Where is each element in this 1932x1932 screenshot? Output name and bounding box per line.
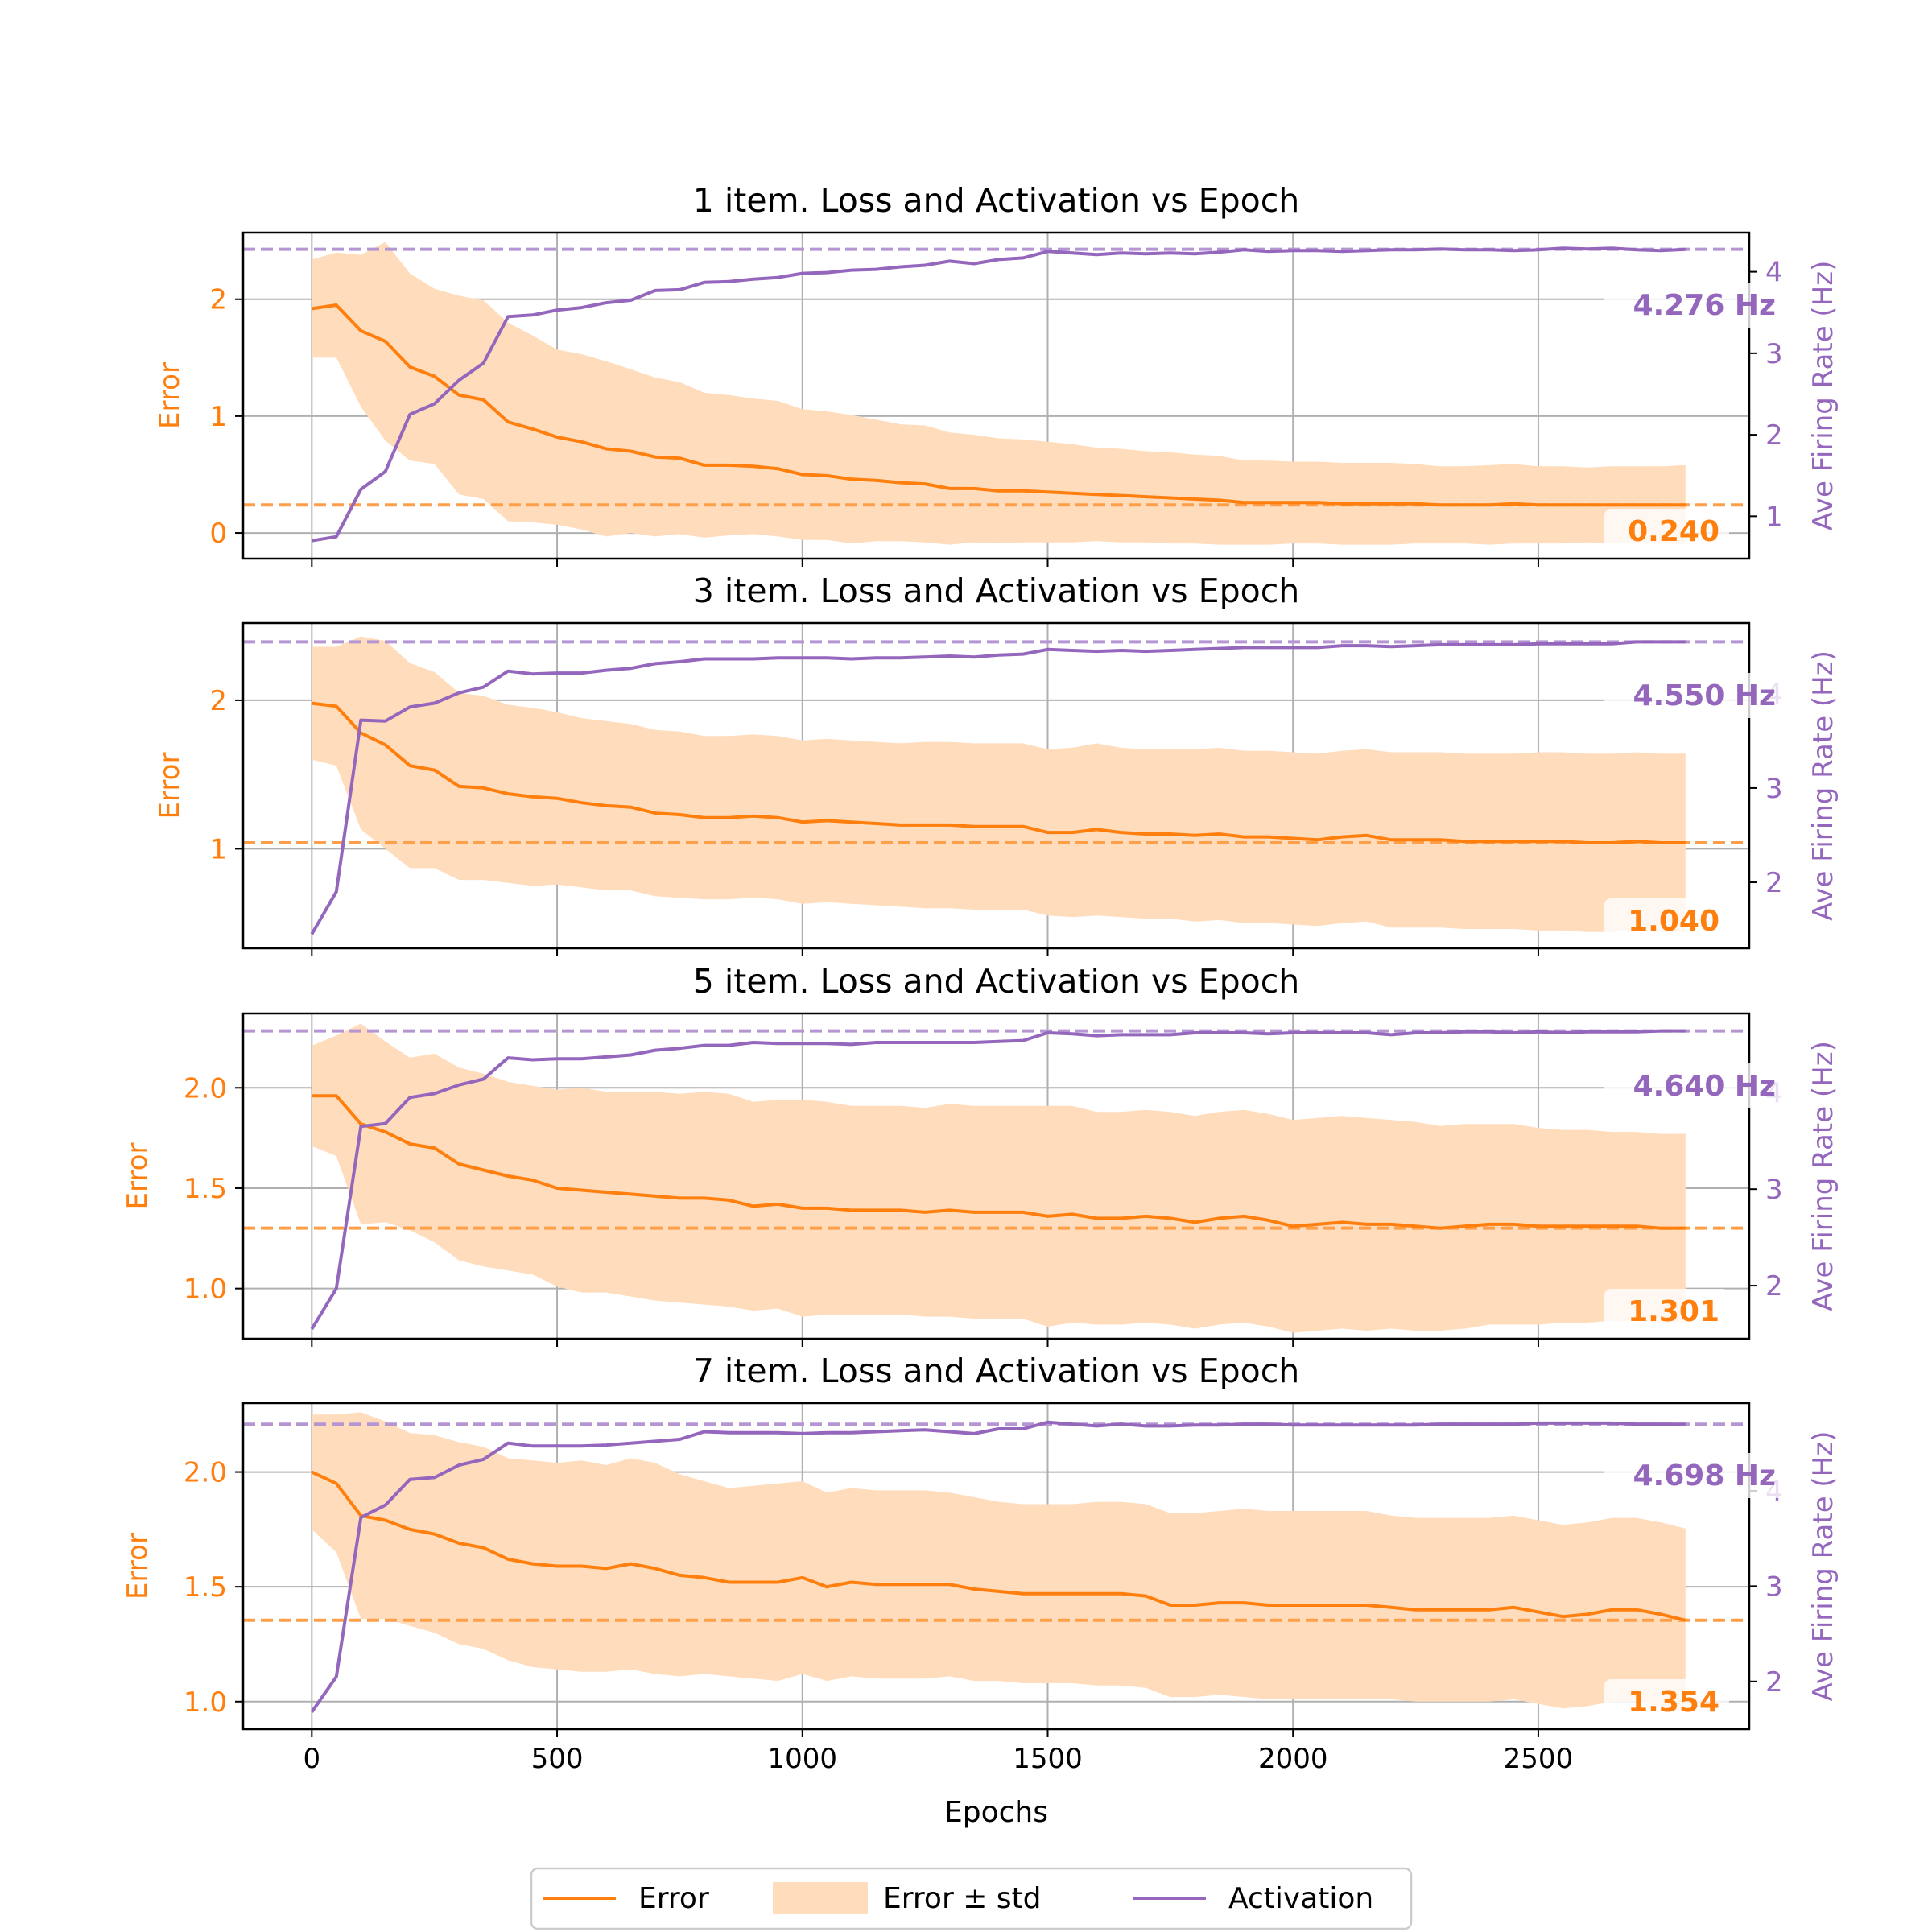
panel-title: 1 item. Loss and Activation vs Epoch [693,181,1299,220]
error-final-label-box [1604,509,1729,554]
panel-title: 5 item. Loss and Activation vs Epoch [693,962,1299,1001]
axes-frame [242,621,1751,950]
x-tick-label: 500 [531,1743,584,1775]
legend-swatch-band [773,1882,868,1914]
error-final-label: 1.354 [1628,1686,1719,1719]
panel-3: 1.01.52.0234ErrorAve Firing Rate (Hz)5 i… [122,962,1839,1347]
activation-final-label-box [1604,673,1783,718]
right-y-axis-label: Ave Firing Rate (Hz) [1807,1041,1839,1311]
error-series-line [312,303,1686,507]
panel-2: 12234ErrorAve Firing Rate (Hz)3 item. Lo… [154,572,1839,956]
right-y-tick-label: 1 [1765,501,1783,533]
error-series-line [312,701,1686,844]
left-y-tick-label: 1.5 [184,1571,227,1604]
error-std-band [312,1023,1686,1333]
left-y-tick-label: 2.0 [184,1072,227,1104]
left-y-axis-label: Error [122,1143,154,1210]
x-tick-label: 1500 [1013,1743,1083,1775]
error-final-label: 1.301 [1628,1295,1719,1328]
plot-area [243,242,1749,545]
activation-final-label: 4.276 Hz [1633,289,1777,322]
legend-frame [530,1867,1413,1930]
activation-series-line [310,1420,1686,1713]
panel-1: 0 1 2 1 2 3 4 Error Ave Firing Rate (Hz) 1 item. … [154,181,1839,567]
x-tick-label: 2000 [1258,1743,1328,1775]
activation-final-label-box [1604,1453,1783,1498]
left-y-axis-label: Error [154,753,186,819]
left-y-tick-label: 1 [209,401,227,433]
right-y-tick-label: 3 [1765,773,1783,805]
error-final-label: 1.040 [1628,905,1719,938]
right-y-tick-label: 3 [1765,1174,1783,1206]
axes-frame [242,231,1751,560]
right-y-axis-label: Ave Firing Rate (Hz) [1807,650,1839,921]
left-y-tick-label: 2.0 [184,1457,227,1489]
activation-series-line [310,1029,1686,1331]
legend-label: Error ± std [883,1882,1042,1915]
right-y-tick-label: 3 [1765,338,1783,370]
x-tick-label: 2500 [1504,1743,1574,1775]
axes-frame [242,1402,1751,1731]
error-final-label-box [1604,1289,1729,1334]
right-y-tick-label: 4 [1765,257,1783,289]
activation-final-label: 4.550 Hz [1633,679,1777,712]
error-series-line [312,1094,1686,1230]
left-y-tick-label: 1.0 [184,1274,227,1306]
left-y-tick-label: 1 [209,833,227,865]
right-y-tick-label: 2 [1765,1270,1783,1302]
right-y-axis-label: Ave Firing Rate (Hz) [1807,1431,1839,1702]
panel-title: 3 item. Loss and Activation vs Epoch [693,572,1299,610]
x-tick-label: 0 [303,1743,321,1775]
plot-area [243,636,1749,935]
error-series-line [311,1470,1686,1622]
activation-final-label: 4.698 Hz [1633,1459,1777,1492]
error-final-label-box [1604,1679,1729,1724]
error-final-label-box [1604,898,1729,943]
plot-area [243,1023,1749,1333]
activation-final-label-box [1604,283,1783,328]
right-y-tick-label: 2 [1765,867,1783,899]
error-std-band [312,1412,1686,1712]
x-axis-label: Epochs [944,1796,1048,1829]
activation-series-line [311,246,1686,543]
right-y-tick-label: 2 [1765,1666,1783,1699]
left-y-tick-label: 2 [209,685,227,717]
legend-label: Error [638,1882,709,1915]
right-y-tick-label: 2 [1765,419,1783,452]
left-y-axis-label: Error [122,1533,154,1600]
left-y-tick-label: 1.0 [184,1686,227,1719]
legend: Error Error ± std Activation [530,1867,1413,1930]
error-final-label: 0.240 [1628,515,1719,548]
right-y-tick-label: 3 [1765,1571,1783,1603]
error-std-band [312,636,1686,932]
error-std-band [312,242,1686,545]
left-y-tick-label: 0 [209,518,227,550]
left-y-tick-label: 2 [209,284,227,316]
axes-frame [242,1012,1751,1340]
x-tick-label: 1000 [768,1743,838,1775]
activation-final-label-box [1604,1063,1783,1108]
left-y-axis-label: Error [154,362,186,429]
legend-label: Activation [1228,1882,1373,1915]
panel-4: 050010001500200025001.01.52.0234ErrorAve… [122,1352,1839,1775]
activation-series-line [310,640,1686,935]
panel-title: 7 item. Loss and Activation vs Epoch [693,1352,1299,1390]
left-y-tick-label: 1.5 [184,1173,227,1205]
plot-area [243,1412,1749,1713]
activation-final-label: 4.640 Hz [1633,1070,1777,1103]
right-y-axis-label: Ave Firing Rate (Hz) [1807,261,1839,531]
